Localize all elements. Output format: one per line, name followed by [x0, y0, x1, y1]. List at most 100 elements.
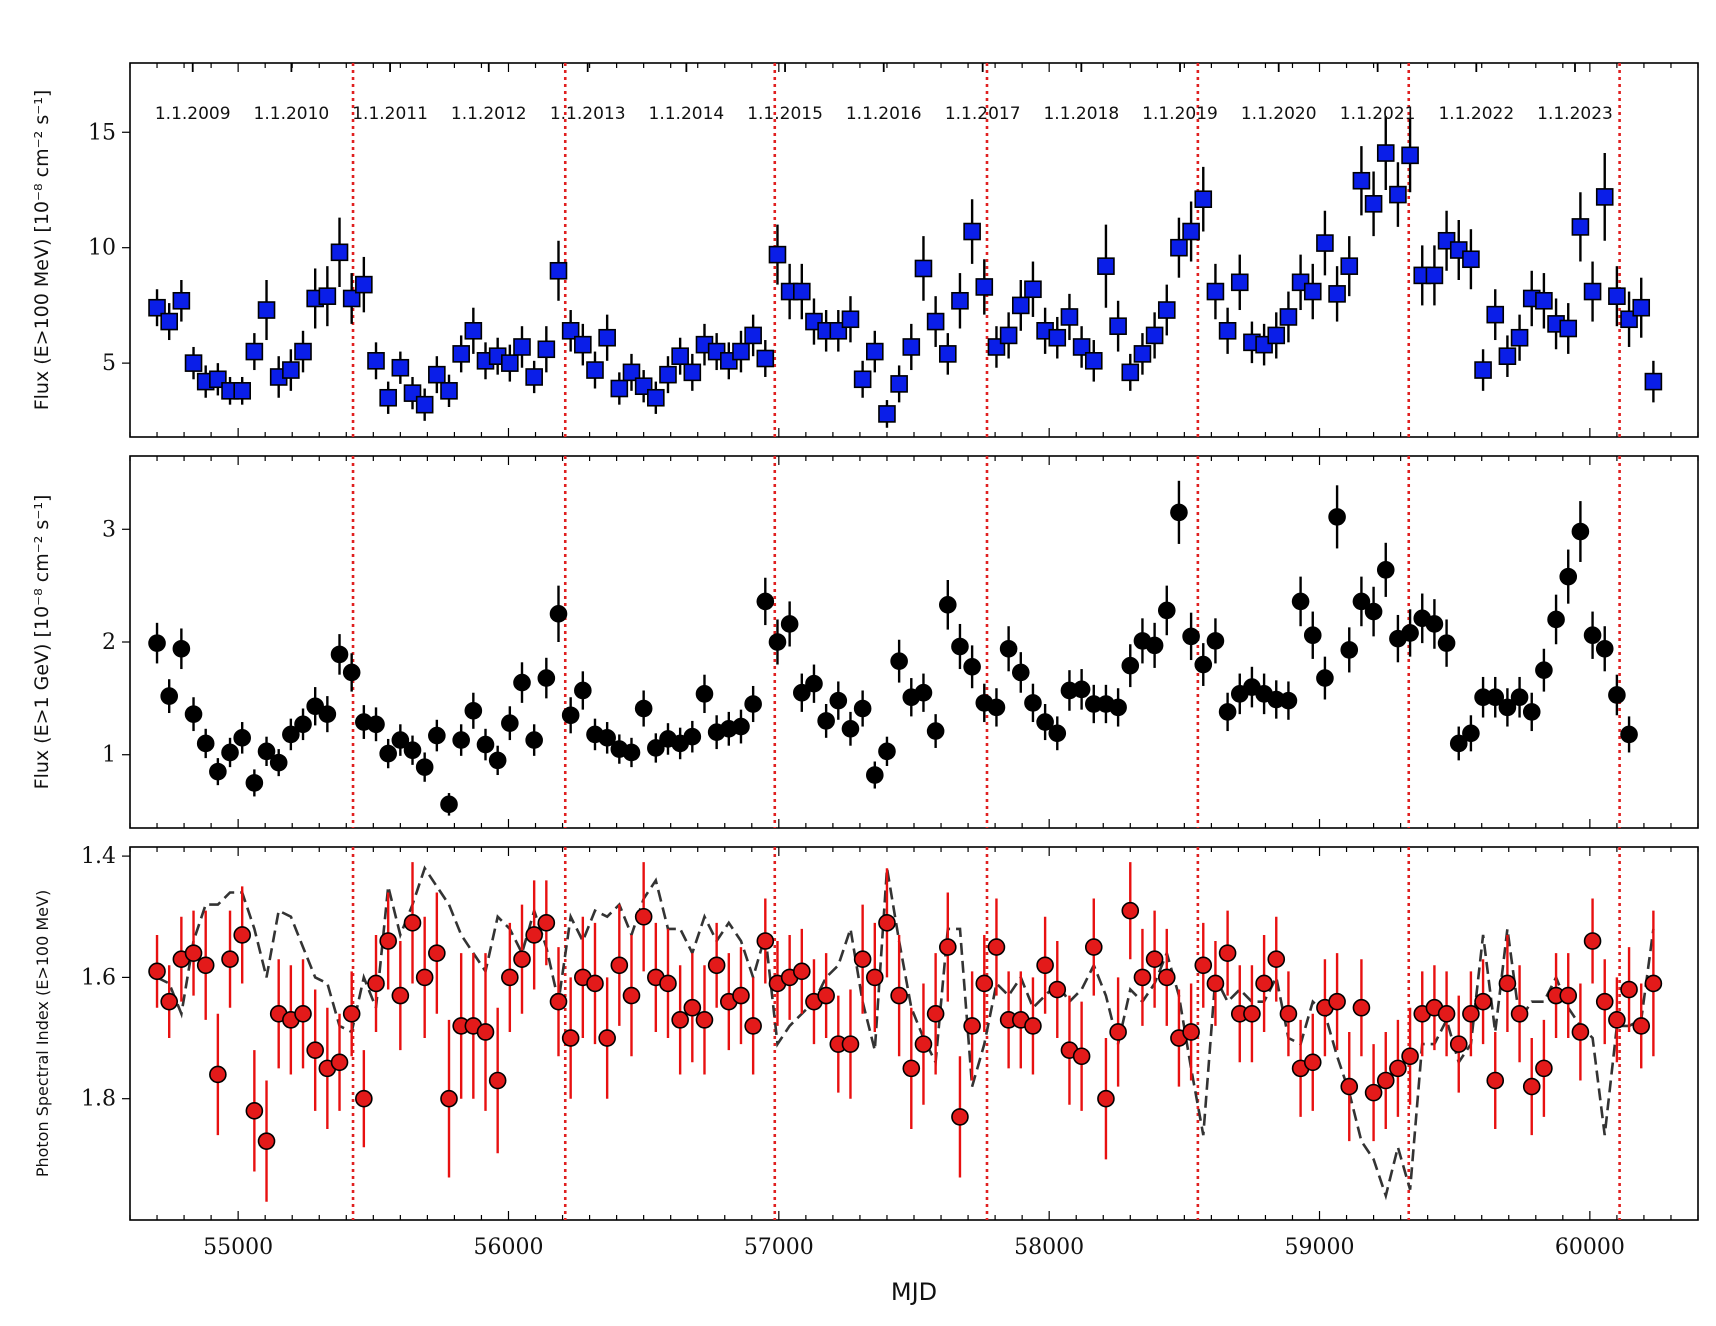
data-point: [355, 1089, 373, 1108]
data-point: [622, 743, 641, 762]
data-point: [501, 714, 519, 732]
data-point: [1024, 280, 1042, 299]
data-point: [938, 595, 957, 614]
x-axis: MJD 55000 56000 57000 58000 59000 60000: [203, 1235, 1625, 1306]
data-point: [610, 956, 629, 975]
data-point: [768, 245, 787, 264]
data-point: [914, 1035, 933, 1053]
data-point: [282, 361, 300, 379]
x-tick-label: 59000: [1285, 1235, 1355, 1260]
data-point: [1352, 171, 1371, 190]
data-point: [525, 926, 543, 944]
data-point: [1571, 1023, 1590, 1041]
data-point: [330, 645, 349, 664]
data-point: [415, 758, 434, 776]
data-point: [647, 388, 665, 407]
data-point: [1328, 992, 1346, 1011]
data-point: [634, 699, 653, 718]
data-point: [1547, 610, 1565, 629]
data-point: [561, 322, 580, 340]
data-point: [1535, 661, 1553, 679]
data-point: [379, 388, 397, 407]
data-point: [1583, 282, 1602, 301]
data-point: [525, 368, 543, 386]
data-point: [294, 342, 312, 361]
data-point: [257, 742, 276, 761]
year-label: 1.1.2013: [550, 104, 626, 124]
data-point: [1571, 522, 1590, 541]
data-point: [330, 243, 349, 262]
data-point: [1376, 144, 1395, 162]
data-point: [306, 697, 324, 716]
data-point: [440, 795, 458, 814]
data-point: [1559, 319, 1578, 338]
data-point: [963, 1017, 981, 1035]
data-point: [1084, 352, 1103, 370]
data-point: [622, 986, 641, 1005]
data-point: [841, 719, 860, 738]
data-point: [428, 365, 446, 384]
data-point: [1316, 669, 1334, 687]
data-point: [1243, 1004, 1261, 1023]
data-point: [1048, 328, 1067, 347]
data-point: [1218, 944, 1237, 962]
data-point: [1328, 508, 1346, 526]
data-point: [1170, 503, 1188, 522]
data-point: [780, 615, 799, 633]
data-point: [1364, 1083, 1383, 1102]
plot-frame: [129, 846, 1699, 1221]
data-point: [391, 731, 410, 749]
data-point: [1595, 639, 1614, 658]
y-tick-label: 2: [102, 630, 116, 655]
y-tick-label: 5: [102, 351, 116, 376]
data-point: [865, 342, 884, 361]
data-point: [1170, 238, 1188, 257]
data-point: [744, 1017, 762, 1035]
data-point: [245, 342, 264, 361]
data-point: [172, 291, 191, 310]
data-point: [975, 974, 994, 993]
data-point: [878, 742, 896, 761]
data-point: [1535, 291, 1553, 310]
data-point: [452, 345, 470, 363]
year-label: 1.1.2014: [649, 104, 725, 124]
data-point: [963, 222, 981, 241]
data-point: [294, 715, 312, 734]
data-point: [1097, 1089, 1115, 1108]
data-point: [1011, 296, 1030, 315]
data-point: [1364, 602, 1383, 621]
data-point: [1522, 1077, 1541, 1096]
x-tick-label: 56000: [473, 1235, 543, 1260]
data-point: [1303, 282, 1322, 301]
data-point: [1157, 601, 1176, 620]
data-point: [1194, 956, 1213, 975]
data-point: [1109, 317, 1127, 335]
data-point: [549, 605, 568, 623]
data-point: [914, 259, 933, 278]
data-point: [415, 968, 434, 987]
data-point: [342, 663, 361, 682]
data-point: [671, 1011, 689, 1029]
data-point: [1620, 725, 1638, 744]
data-point: [209, 1065, 227, 1084]
data-point: [841, 310, 860, 329]
data-point: [464, 701, 483, 720]
data-point: [233, 926, 251, 944]
data-point: [902, 1059, 921, 1078]
data-point: [549, 261, 568, 280]
data-point: [440, 1089, 458, 1108]
data-point: [1352, 592, 1371, 611]
data-point: [1425, 615, 1444, 633]
data-point: [342, 1004, 361, 1023]
data-point: [1498, 974, 1517, 993]
data-point: [1510, 1004, 1529, 1023]
y-tick-label: 1.6: [81, 965, 116, 990]
data-point: [476, 1023, 495, 1041]
data-point: [951, 291, 969, 310]
y-tick-label: 10: [88, 236, 116, 261]
data-point: [768, 633, 787, 651]
data-point: [695, 1011, 714, 1029]
data-point: [1462, 1004, 1480, 1023]
data-point: [1182, 1023, 1200, 1041]
data-point: [1340, 257, 1359, 275]
